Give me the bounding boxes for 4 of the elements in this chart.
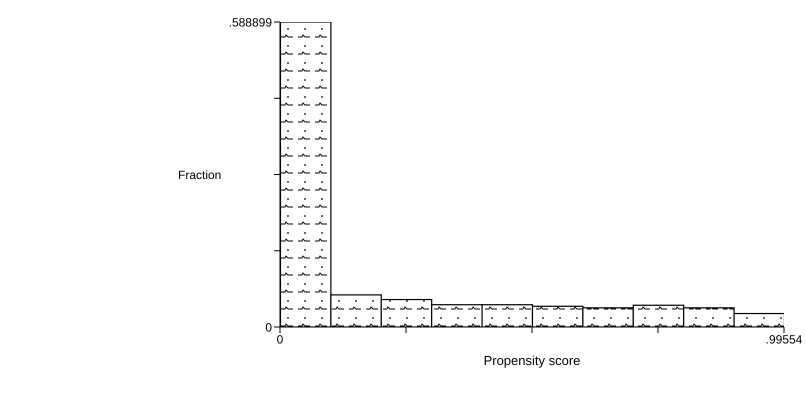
x-tick-label: .99554 (766, 332, 803, 347)
y-axis-title: Fraction (178, 168, 222, 182)
x-axis-title: Propensity score (484, 353, 580, 368)
y-tick-label: .588899 (228, 15, 272, 30)
